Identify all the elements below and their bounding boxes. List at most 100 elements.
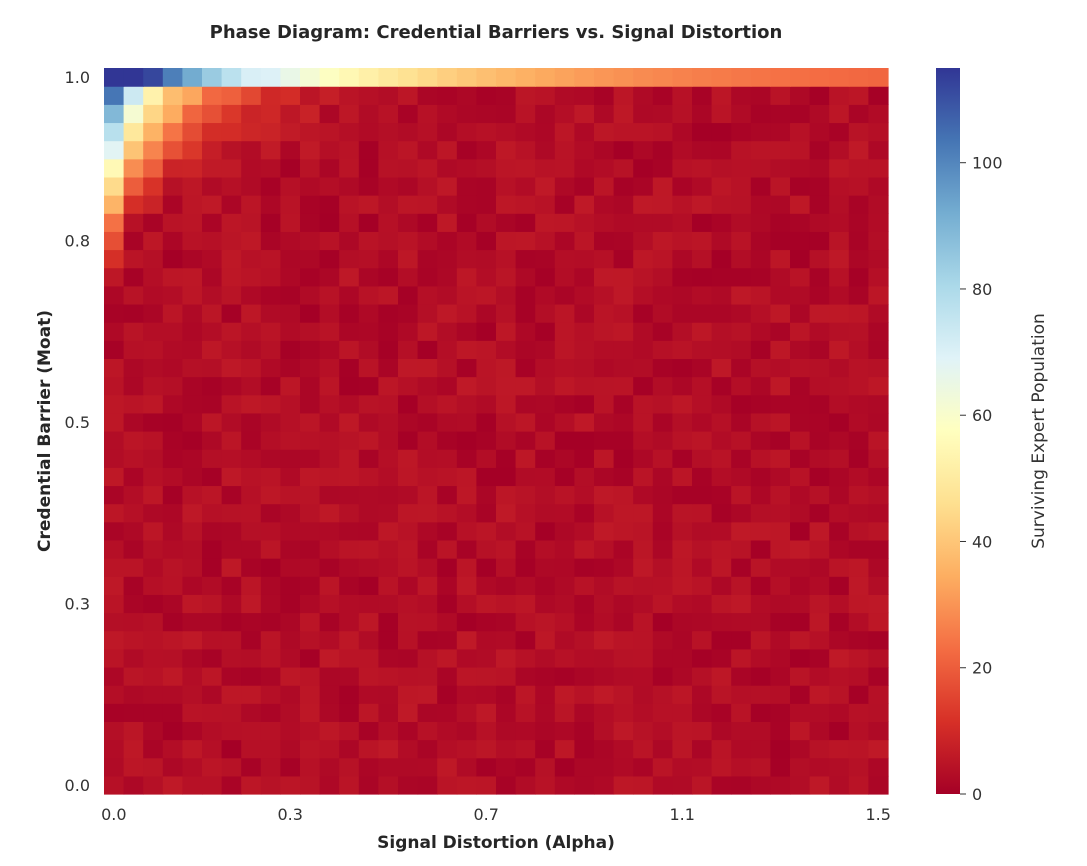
heatmap-cell xyxy=(750,176,771,196)
heatmap-cell xyxy=(339,558,360,577)
heatmap-cell xyxy=(358,122,379,142)
heatmap-cell xyxy=(672,721,693,741)
heatmap-cell xyxy=(770,68,791,87)
heatmap-cell xyxy=(594,322,615,341)
heatmap-cell xyxy=(535,775,556,795)
heatmap-cell xyxy=(300,757,321,777)
heatmap-cell xyxy=(809,666,830,686)
heatmap-cell xyxy=(456,449,477,468)
colorbar-tick-label: 100 xyxy=(972,154,1003,173)
heatmap-cell xyxy=(809,86,830,105)
heatmap-cell xyxy=(398,685,419,704)
heatmap-cell xyxy=(241,431,262,450)
heatmap-cell xyxy=(437,685,458,704)
heatmap-cell xyxy=(143,376,164,396)
heatmap-cell xyxy=(437,467,458,487)
heatmap-cell xyxy=(829,285,850,305)
heatmap-cell xyxy=(260,612,281,632)
heatmap-cell xyxy=(241,703,262,722)
heatmap-cell xyxy=(339,140,360,160)
heatmap-cell xyxy=(143,249,164,269)
heatmap-cell xyxy=(613,231,634,251)
heatmap-cell xyxy=(731,467,752,487)
heatmap-cell xyxy=(750,503,771,523)
heatmap-cell xyxy=(162,104,183,124)
heatmap-cell xyxy=(437,739,458,759)
heatmap-cell xyxy=(770,685,791,704)
heatmap-cell xyxy=(378,303,399,323)
heatmap-cell xyxy=(868,739,889,759)
heatmap-cell xyxy=(358,775,379,795)
heatmap-cell xyxy=(750,467,771,487)
heatmap-cell xyxy=(202,267,223,287)
heatmap-cell xyxy=(515,303,536,323)
heatmap-cell xyxy=(496,739,517,759)
heatmap-cell xyxy=(221,703,242,722)
heatmap-cell xyxy=(162,558,183,577)
heatmap-cell xyxy=(633,394,654,414)
heatmap-cell xyxy=(437,195,458,214)
heatmap-cell xyxy=(456,721,477,741)
heatmap-cell xyxy=(515,322,536,341)
heatmap-cell xyxy=(104,267,125,287)
heatmap-cell xyxy=(848,213,869,232)
heatmap-cell xyxy=(731,158,752,178)
heatmap-cell xyxy=(456,267,477,287)
heatmap-cell xyxy=(300,213,321,232)
heatmap-cell xyxy=(398,521,419,541)
heatmap-cell xyxy=(221,68,242,87)
heatmap-cell xyxy=(339,176,360,196)
heatmap-cell xyxy=(339,86,360,105)
heatmap-cell xyxy=(162,195,183,214)
heatmap-cell xyxy=(633,176,654,196)
heatmap-cell xyxy=(496,249,517,269)
heatmap-cell xyxy=(515,630,536,650)
heatmap-cell xyxy=(790,467,811,487)
heatmap-cell xyxy=(104,449,125,468)
heatmap-cell xyxy=(143,630,164,650)
heatmap-cell xyxy=(280,104,301,124)
heatmap-cell xyxy=(554,86,575,105)
heatmap-cell xyxy=(319,576,340,595)
heatmap-cell xyxy=(594,721,615,741)
heatmap-cell xyxy=(731,612,752,632)
heatmap-cell xyxy=(554,340,575,359)
heatmap-cell xyxy=(770,467,791,487)
heatmap-cell xyxy=(319,431,340,450)
heatmap-cell xyxy=(202,612,223,632)
heatmap-cell xyxy=(456,539,477,559)
heatmap-cell xyxy=(437,285,458,305)
heatmap-cell xyxy=(358,68,379,87)
heatmap-cell xyxy=(241,122,262,142)
heatmap-cell xyxy=(535,140,556,160)
heatmap-cell xyxy=(829,630,850,650)
heatmap-cell xyxy=(829,249,850,269)
heatmap-cell xyxy=(319,412,340,432)
heatmap-cell xyxy=(672,503,693,523)
heatmap-cell xyxy=(672,86,693,105)
heatmap-cell xyxy=(829,231,850,251)
y-tick-label: 0.3 xyxy=(65,594,90,613)
heatmap-cell xyxy=(417,721,438,741)
heatmap-cell xyxy=(417,521,438,541)
heatmap-cell xyxy=(300,503,321,523)
heatmap-cell xyxy=(711,666,732,686)
heatmap-cell xyxy=(162,285,183,305)
heatmap-cell xyxy=(417,267,438,287)
heatmap-cell xyxy=(339,721,360,741)
heatmap-cell xyxy=(300,521,321,541)
heatmap-cell xyxy=(809,503,830,523)
heatmap-cell xyxy=(652,249,673,269)
heatmap-cell xyxy=(260,775,281,795)
heatmap-cell xyxy=(750,412,771,432)
heatmap-cell xyxy=(260,412,281,432)
heatmap-cell xyxy=(123,630,144,650)
heatmap-cell xyxy=(868,303,889,323)
heatmap-cell xyxy=(300,140,321,160)
heatmap-cell xyxy=(515,195,536,214)
heatmap-cell xyxy=(378,485,399,505)
heatmap-cell xyxy=(554,703,575,722)
heatmap-cell xyxy=(770,376,791,396)
heatmap-cell xyxy=(280,503,301,523)
heatmap-cell xyxy=(652,322,673,341)
